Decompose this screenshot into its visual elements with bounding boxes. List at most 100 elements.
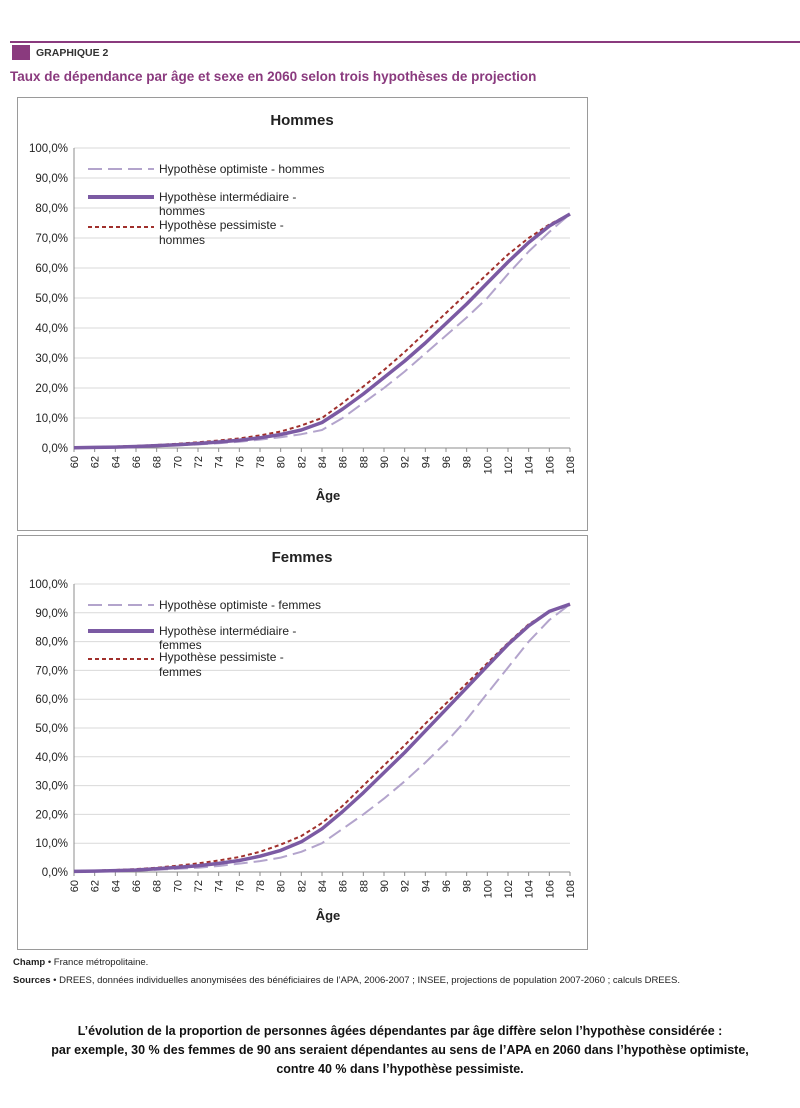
x-tick-label-hommes: 106 xyxy=(544,456,556,474)
y-tick-label-femmes: 40,0% xyxy=(35,752,68,764)
x-tick-label-femmes: 68 xyxy=(152,880,164,892)
x-tick-label-hommes: 84 xyxy=(317,456,329,468)
chart-panel-femmes: 0,0% 10,0% 20,0% 30,0% 40,0% 50,0% 60,0% 70,0% 8… xyxy=(17,535,588,950)
y-tick-label-femmes: 20,0% xyxy=(35,809,68,821)
note-sources-label: Sources xyxy=(13,975,51,986)
legend-hommes: Hypothèse optimiste - hommes Hypothèse i… xyxy=(88,162,324,247)
x-tick-label-femmes: 78 xyxy=(255,880,267,892)
x-tick-label-hommes: 94 xyxy=(420,456,432,468)
legend-femmes: Hypothèse optimiste - femmes Hypothèse i… xyxy=(88,598,321,679)
x-tick-label-femmes: 70 xyxy=(172,880,184,892)
x-tick-label-hommes: 98 xyxy=(462,456,474,468)
y-tick-label-hommes: 100,0% xyxy=(29,143,68,155)
x-tick-label-hommes: 76 xyxy=(234,456,246,468)
x-tick-label-hommes: 92 xyxy=(400,456,412,468)
legend-label-intermediaire-femmes-2: femmes xyxy=(159,638,202,652)
chart-title-hommes: Hommes xyxy=(270,112,333,129)
x-tick-label-hommes: 104 xyxy=(524,456,536,474)
legend-label-intermediaire-hommes-1: Hypothèse intermédiaire - xyxy=(159,190,296,204)
y-tick-label-hommes: 50,0% xyxy=(35,293,68,305)
x-tick-label-femmes: 96 xyxy=(441,880,453,892)
legend-label-intermediaire-hommes-2: hommes xyxy=(159,204,205,218)
legend-label-intermediaire-femmes-1: Hypothèse intermédiaire - xyxy=(159,624,296,638)
x-tick-label-hommes: 90 xyxy=(379,456,391,468)
legend-label-pessimiste-hommes-1: Hypothèse pessimiste - xyxy=(159,218,284,232)
x-tick-label-hommes: 60 xyxy=(69,456,81,468)
chart-panel-hommes: 0,0% 10,0% 20,0% 30,0% 40,0% 50,0% 60,0% 70,0% 8… xyxy=(17,97,588,531)
y-tick-label-femmes: 10,0% xyxy=(35,838,68,850)
x-axis-label-femmes: Âge xyxy=(316,908,341,923)
y-tick-label-hommes: 70,0% xyxy=(35,233,68,245)
series-line-dotted-femmes xyxy=(73,603,571,873)
x-tick-label-hommes: 66 xyxy=(131,456,143,468)
x-tick-label-hommes: 96 xyxy=(441,456,453,468)
x-tick-label-hommes: 74 xyxy=(214,456,226,468)
legend-label-optimiste-femmes: Hypothèse optimiste - femmes xyxy=(159,598,321,612)
y-tick-label-femmes: 60,0% xyxy=(35,694,68,706)
x-tick-label-femmes: 104 xyxy=(524,880,536,898)
y-tick-label-femmes: 0,0% xyxy=(42,867,68,879)
x-tick-label-hommes: 82 xyxy=(296,456,308,468)
note-sources: Sources • DREES, données individuelles a… xyxy=(13,975,680,986)
note-champ-label: Champ xyxy=(13,957,46,968)
y-tick-label-hommes: 40,0% xyxy=(35,323,68,335)
x-tick-label-femmes: 80 xyxy=(276,880,288,892)
x-tick-label-hommes: 86 xyxy=(338,456,350,468)
y-tick-label-femmes: 100,0% xyxy=(29,579,68,591)
y-tick-label-hommes: 60,0% xyxy=(35,263,68,275)
x-tick-label-femmes: 62 xyxy=(90,880,102,892)
y-tick-label-femmes: 90,0% xyxy=(35,608,68,620)
x-tick-label-hommes: 70 xyxy=(172,456,184,468)
y-tick-label-hommes: 0,0% xyxy=(42,443,68,455)
caption: L’évolution de la proportion de personne… xyxy=(0,1022,800,1079)
y-tick-label-hommes: 30,0% xyxy=(35,353,68,365)
graphique-tag: GRAPHIQUE 2 xyxy=(36,47,109,59)
x-tick-label-femmes: 88 xyxy=(358,880,370,892)
series-line-dashed-femmes xyxy=(73,603,571,873)
x-tick-label-hommes: 80 xyxy=(276,456,288,468)
series-line-dashed-hommes xyxy=(73,213,571,449)
caption-line-1: L’évolution de la proportion de personne… xyxy=(77,1024,723,1038)
y-tick-label-femmes: 80,0% xyxy=(35,637,68,649)
legend-label-pessimiste-femmes-2: femmes xyxy=(159,665,202,679)
chart-hommes: 0,0% 10,0% 20,0% 30,0% 40,0% 50,0% 60,0% 70,0% 8… xyxy=(29,112,577,503)
note-champ-text: • France métropolitaine. xyxy=(45,957,149,968)
legend-label-pessimiste-hommes-2: hommes xyxy=(159,233,205,247)
y-tick-label-hommes: 20,0% xyxy=(35,383,68,395)
series-line-solid-hommes xyxy=(73,212,571,450)
series-line-dotted-hommes xyxy=(73,213,571,449)
x-tick-label-hommes: 108 xyxy=(565,456,577,474)
y-tick-label-femmes: 30,0% xyxy=(35,781,68,793)
graphique-tag-marker xyxy=(12,45,30,60)
x-axis-label-hommes: Âge xyxy=(316,488,341,503)
y-tick-label-femmes: 70,0% xyxy=(35,665,68,677)
legend-label-optimiste-hommes: Hypothèse optimiste - hommes xyxy=(159,162,324,176)
x-tick-label-hommes: 78 xyxy=(255,456,267,468)
x-tick-label-femmes: 76 xyxy=(234,880,246,892)
x-tick-label-femmes: 86 xyxy=(338,880,350,892)
figure-title: Taux de dépendance par âge et sexe en 20… xyxy=(10,69,537,84)
chart-femmes: 0,0% 10,0% 20,0% 30,0% 40,0% 50,0% 60,0% 70,0% 8… xyxy=(29,549,577,923)
x-tick-label-hommes: 68 xyxy=(152,456,164,468)
y-tick-label-hommes: 10,0% xyxy=(35,413,68,425)
x-tick-label-hommes: 102 xyxy=(503,456,515,474)
x-tick-label-femmes: 106 xyxy=(544,880,556,898)
series-line-solid-femmes xyxy=(73,602,571,874)
x-tick-label-femmes: 60 xyxy=(69,880,81,892)
x-tick-label-femmes: 94 xyxy=(420,880,432,892)
caption-line-3: contre 40 % dans l’hypothèse pessimiste. xyxy=(276,1062,524,1076)
x-tick-label-femmes: 66 xyxy=(131,880,143,892)
x-tick-label-hommes: 100 xyxy=(482,456,494,474)
x-tick-label-femmes: 82 xyxy=(296,880,308,892)
x-tick-label-femmes: 100 xyxy=(482,880,494,898)
y-tick-label-hommes: 80,0% xyxy=(35,203,68,215)
x-tick-label-femmes: 64 xyxy=(110,880,122,892)
note-champ: Champ • France métropolitaine. xyxy=(13,957,148,968)
x-tick-label-femmes: 108 xyxy=(565,880,577,898)
header-rule xyxy=(10,41,800,43)
x-tick-label-femmes: 102 xyxy=(503,880,515,898)
x-tick-label-femmes: 74 xyxy=(214,880,226,892)
chart-title-femmes: Femmes xyxy=(272,549,333,566)
note-sources-text: • DREES, données individuelles anonymisé… xyxy=(50,975,680,986)
x-tick-label-femmes: 98 xyxy=(462,880,474,892)
